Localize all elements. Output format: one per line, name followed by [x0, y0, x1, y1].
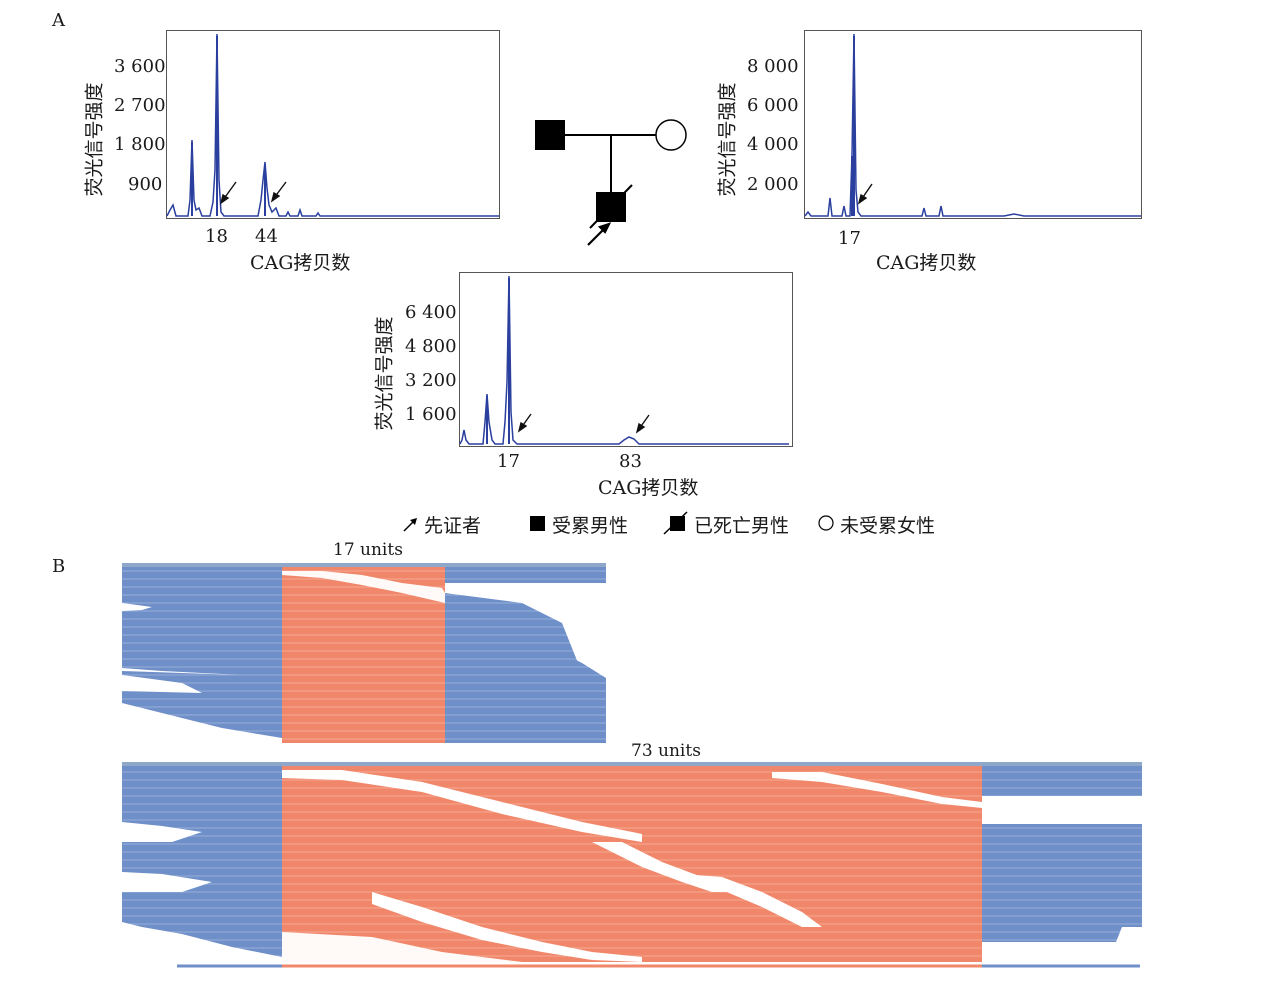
panel-a-label: A	[52, 10, 65, 31]
chart1-ytick-2: 2 700	[114, 95, 166, 116]
chart2-plot	[804, 30, 1142, 219]
legend-deceased-male-icon	[663, 511, 688, 535]
allele-long-label: 73 units	[631, 741, 701, 761]
legend-affected-male-icon	[530, 516, 545, 531]
pedigree-father	[535, 120, 565, 150]
chart3-ytick-1: 6 400	[405, 302, 457, 323]
pedigree	[535, 119, 687, 246]
chart1-arrow-18	[219, 181, 237, 205]
chart3-arrow-17	[517, 413, 532, 433]
legend-unaffected-female-icon	[818, 515, 834, 531]
chart2-trace	[804, 33, 1141, 217]
chart1-trace	[166, 33, 499, 217]
panel-b-label: B	[52, 556, 66, 577]
read-pileup-short-allele	[122, 563, 606, 743]
read-pileup-long-allele	[122, 762, 1142, 972]
chart3-ytick-4: 1 600	[405, 404, 457, 425]
chart3-ylabel: 荧光信号强度	[373, 316, 396, 431]
legend-deceased-male-label: 已死亡男性	[694, 515, 790, 537]
pedigree-legend: 先证者 受累男性 已死亡男性 未受累女性	[402, 511, 1002, 537]
chart3-xtick-17: 17	[497, 451, 520, 472]
chart3-ytick-3: 3 200	[405, 370, 457, 391]
chart1-xtick-44: 44	[255, 226, 278, 247]
chart2-ytick-2: 6 000	[747, 95, 799, 116]
allele-short-label: 17 units	[333, 540, 403, 560]
pedigree-deceased-slash	[589, 184, 633, 229]
legend-affected-male-label: 受累男性	[552, 515, 629, 537]
chart1-ytick-1: 3 600	[114, 56, 166, 77]
chart1-ylabel: 荧光信号强度	[83, 82, 106, 197]
chart3-xlabel: CAG拷贝数	[598, 477, 699, 499]
chart2-ytick-1: 8 000	[747, 56, 799, 77]
chart2-ytick-4: 2 000	[747, 174, 799, 195]
chart2-ylabel: 荧光信号强度	[716, 82, 739, 197]
chart3-trace	[459, 275, 789, 445]
chart1-xtick-18: 18	[205, 226, 228, 247]
proband-arrow	[587, 222, 612, 246]
legend-proband-label: 先证者	[424, 515, 482, 537]
pedigree-mother	[655, 119, 687, 151]
chart1-plot	[166, 30, 500, 219]
legend-unaffected-female-label: 未受累女性	[840, 515, 936, 537]
chart3-plot	[459, 272, 793, 447]
chart3-ytick-2: 4 800	[405, 336, 457, 357]
chart2-ytick-3: 4 000	[747, 134, 799, 155]
chart2-xtick-17: 17	[838, 228, 861, 249]
legend-proband-arrow-icon	[403, 518, 417, 532]
chart3-arrow-83	[635, 414, 650, 434]
chart2-arrow-17	[857, 183, 873, 205]
chart2-xlabel: CAG拷贝数	[876, 252, 977, 274]
chart1-ytick-4: 900	[128, 174, 163, 195]
chart1-arrow-44	[270, 181, 287, 203]
chart1-ytick-3: 1 800	[114, 134, 166, 155]
chart1-xlabel: CAG拷贝数	[250, 252, 351, 274]
chart3-xtick-83: 83	[619, 451, 642, 472]
